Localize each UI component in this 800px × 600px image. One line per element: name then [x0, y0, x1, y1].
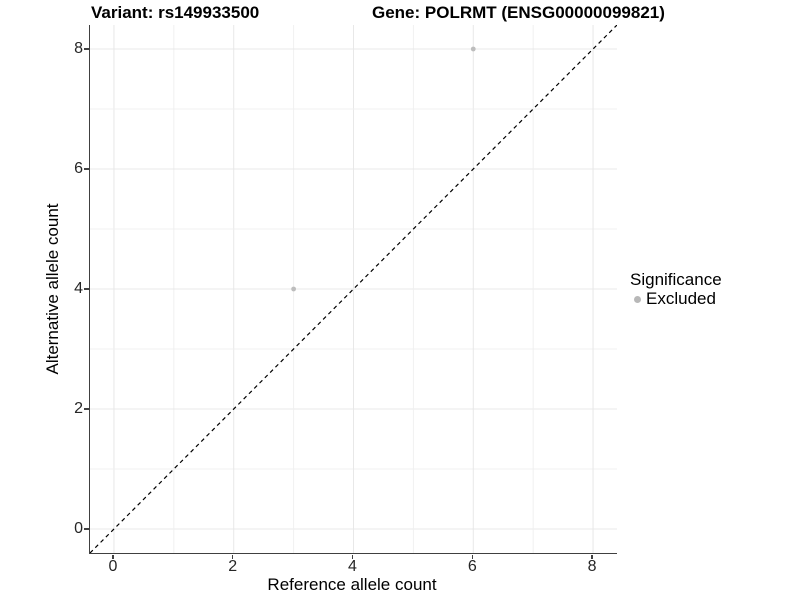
x-tick-mark [112, 554, 114, 559]
y-tick-label: 0 [74, 520, 83, 537]
x-tick-label: 2 [228, 558, 238, 575]
y-tick-mark [84, 408, 89, 410]
y-tick-mark [84, 48, 89, 50]
data-point [470, 46, 476, 52]
x-tick-label: 6 [467, 558, 477, 575]
gene-title: Gene: POLRMT (ENSG00000099821) [372, 3, 665, 22]
x-tick-mark [351, 554, 354, 559]
plot-panel [89, 25, 617, 554]
y-tick-mark [84, 288, 89, 290]
variant-title: Variant: rs149933500 [91, 3, 260, 22]
x-tick-label: 8 [587, 558, 597, 575]
y-tick-label: 2 [74, 400, 83, 417]
y-tick-mark [84, 528, 89, 530]
y-tick-mark [84, 168, 89, 170]
x-tick-label: 0 [108, 558, 118, 575]
excluded-point-icon [634, 295, 641, 303]
legend-title: Significance [630, 270, 722, 289]
data-point [291, 286, 297, 292]
y-tick-label: 4 [74, 280, 83, 297]
x-tick-label: 4 [348, 558, 357, 575]
x-tick-mark [231, 554, 234, 559]
legend-item-label: Excluded [646, 289, 716, 308]
y-tick-label: 8 [74, 40, 83, 57]
plot-canvas [90, 25, 617, 553]
legend-item-excluded: Excluded [630, 290, 722, 308]
x-tick-mark [591, 554, 593, 559]
x-axis-title: Reference allele count [267, 575, 437, 594]
x-tick-mark [471, 554, 474, 559]
y-tick-label: 6 [74, 160, 83, 177]
legend: Significance Excluded [630, 270, 722, 308]
